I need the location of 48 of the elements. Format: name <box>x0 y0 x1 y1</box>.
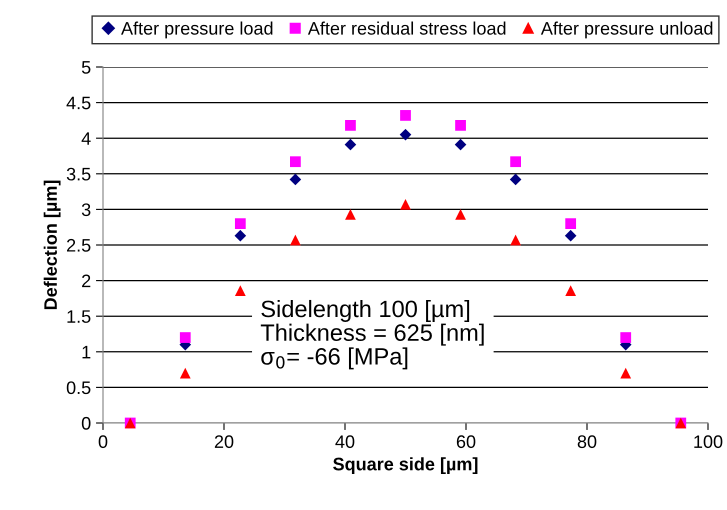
point <box>510 156 521 168</box>
y-tick-label: 0 <box>82 416 90 430</box>
point <box>564 230 576 242</box>
point <box>510 234 521 246</box>
x-tick-label: 20 <box>214 435 234 448</box>
y-tick-label: 1 <box>82 346 90 358</box>
point <box>400 128 412 140</box>
point <box>455 120 466 131</box>
point <box>400 110 411 121</box>
point <box>180 332 191 343</box>
y-tick-label: 5 <box>82 61 90 74</box>
point <box>234 230 246 242</box>
point <box>345 120 356 131</box>
x-tick-label: 0 <box>98 435 108 448</box>
y-tick-label: 2.5 <box>67 238 90 252</box>
point <box>180 368 191 379</box>
x-tick-label: 100 <box>694 435 722 448</box>
point <box>454 138 466 150</box>
y-tick-label: 4 <box>82 132 91 145</box>
x-axis-title: Square side [µm] <box>333 457 478 474</box>
x-tick-label: 60 <box>456 435 476 448</box>
y-tick-label: 2 <box>82 274 90 288</box>
point <box>565 218 576 230</box>
legend-label: After pressure load <box>121 21 272 38</box>
x-tick-label: 80 <box>578 435 596 448</box>
point <box>234 285 246 296</box>
point <box>400 199 411 210</box>
legend-label: After residual stress load <box>308 21 506 35</box>
point <box>620 368 632 379</box>
point <box>620 332 632 343</box>
y-axis-title: Deflection [µm] <box>44 180 61 310</box>
y-tick-label: 4.5 <box>66 96 90 110</box>
y-tick-label: 0.5 <box>66 381 90 394</box>
point <box>290 174 302 186</box>
legend-label: After pressure unload <box>540 21 712 38</box>
point <box>455 209 466 220</box>
point <box>234 218 246 230</box>
point <box>344 138 356 150</box>
y-tick-label: 3.5 <box>66 168 90 181</box>
point <box>510 174 522 186</box>
point <box>290 156 301 168</box>
y-tick-label: 3 <box>82 203 90 216</box>
x-tick-label: 40 <box>335 435 354 448</box>
point <box>565 285 576 296</box>
y-tick-label: 1.5 <box>67 310 90 323</box>
point <box>345 209 356 220</box>
annotation: Sidelength 100 [µm] Thickness = 625 [nm] σ$_{0}$= -66 [MPa] <box>260 300 484 370</box>
point <box>290 234 301 246</box>
